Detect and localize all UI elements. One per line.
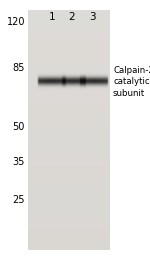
Text: 2: 2 (69, 12, 75, 22)
Text: 1: 1 (49, 12, 55, 22)
Text: 50: 50 (13, 122, 25, 132)
Text: 3: 3 (89, 12, 95, 22)
Text: 35: 35 (13, 157, 25, 167)
Text: Calpain-2
catalytic
subunit: Calpain-2 catalytic subunit (113, 66, 150, 98)
Text: 85: 85 (13, 63, 25, 73)
Text: 120: 120 (6, 17, 25, 27)
Text: 25: 25 (12, 195, 25, 205)
